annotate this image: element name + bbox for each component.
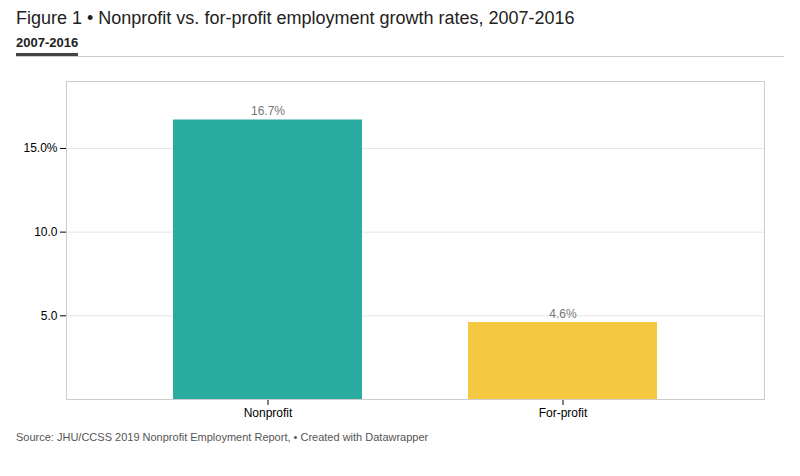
svg-text:15.0%: 15.0% bbox=[23, 141, 57, 155]
svg-text:4.6%: 4.6% bbox=[549, 307, 577, 321]
html-text:Source: JHU/CCSS 2019 Nonprofi: Source: JHU/CCSS 2019 Nonprofit Employme… bbox=[16, 431, 429, 443]
html-text:2007-2016: 2007-2016 bbox=[16, 35, 79, 50]
svg-text:5.0: 5.0 bbox=[41, 309, 58, 323]
svg-text:For-profit: For-profit bbox=[539, 406, 588, 420]
svg-text:Nonprofit: Nonprofit bbox=[244, 406, 293, 420]
svg-text:16.7%: 16.7% bbox=[251, 104, 285, 118]
svg-text:10.0: 10.0 bbox=[34, 225, 58, 239]
html-text:Figure 1 • Nonprofit vs. for-p: Figure 1 • Nonprofit vs. for-profit empl… bbox=[16, 8, 575, 28]
